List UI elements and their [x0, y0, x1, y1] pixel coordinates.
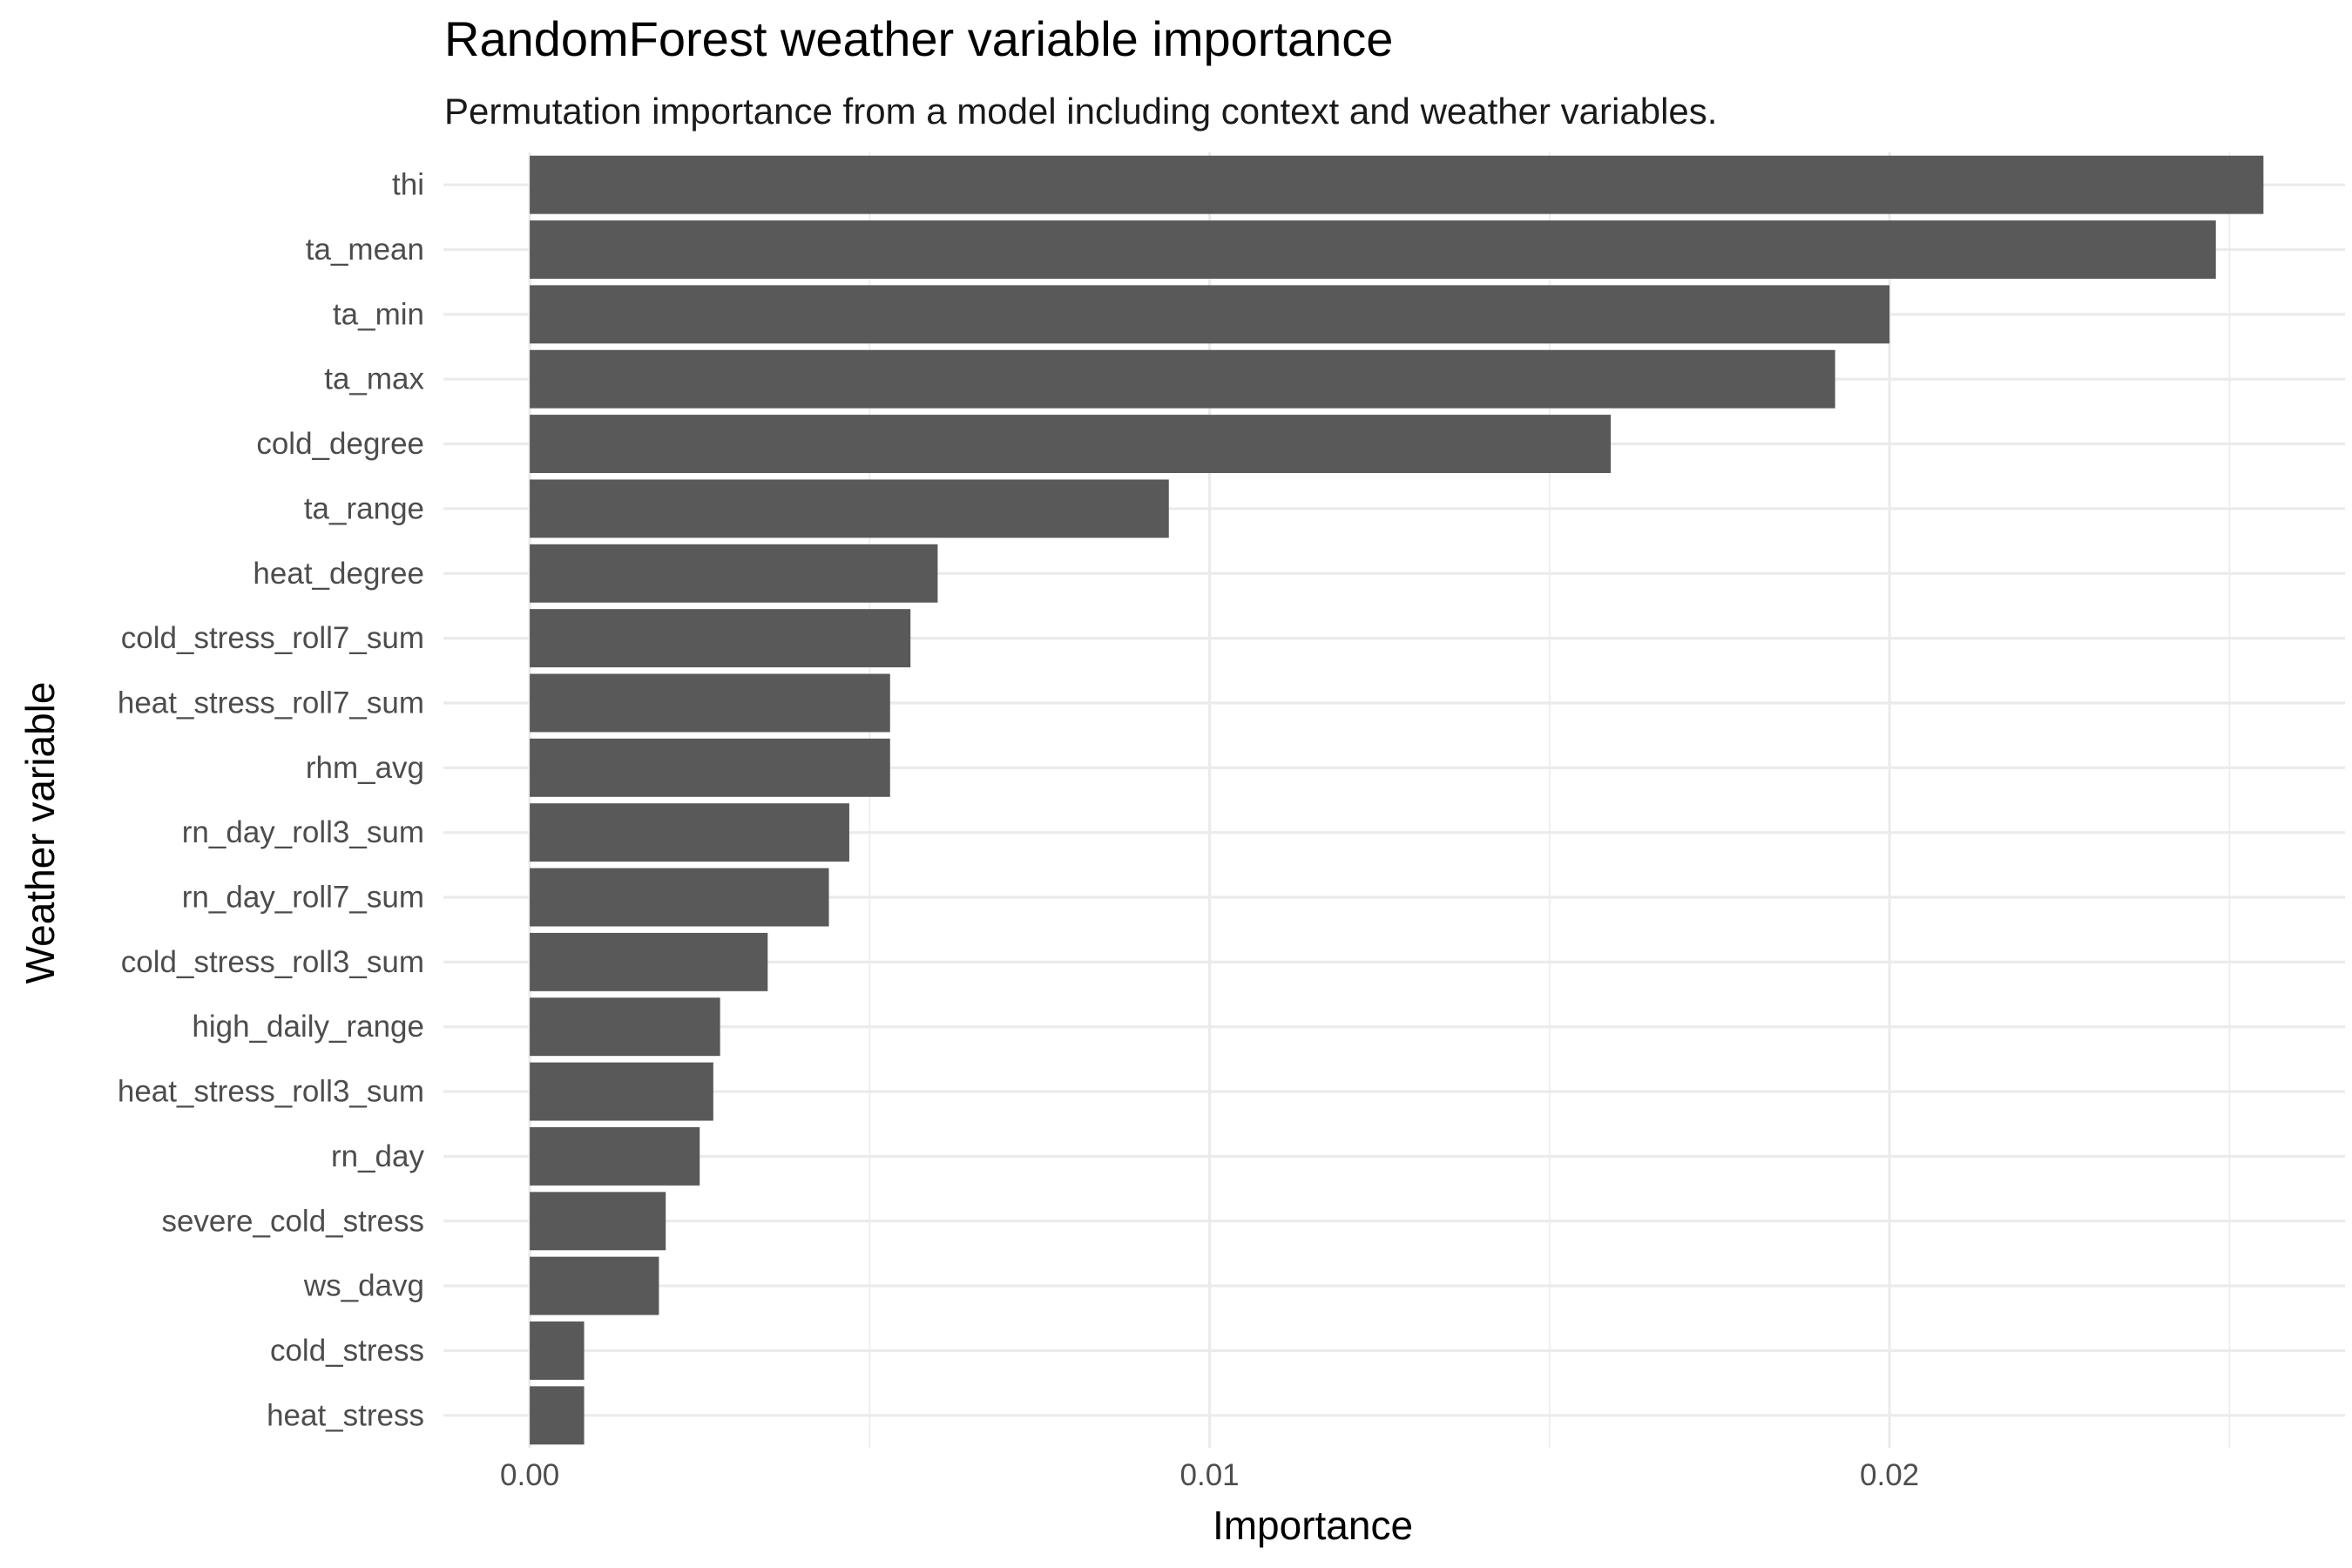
y-tick-label: ta_mean [306, 233, 424, 267]
bar-rn-day-roll3-sum [530, 803, 849, 862]
bar-ta-min [530, 285, 1890, 344]
y-tick-label: ta_range [304, 491, 424, 525]
x-tick-label: 0.02 [1860, 1458, 1919, 1492]
y-tick-label: rhm_avg [306, 751, 424, 785]
y-axis-title: Weather variable [17, 682, 63, 984]
y-tick-label: rn_day_roll7_sum [182, 881, 424, 915]
x-tick-label: 0.00 [500, 1458, 559, 1492]
y-tick-label: heat_degree [253, 557, 424, 591]
x-tick-label: 0.01 [1180, 1458, 1240, 1492]
y-tick-label: cold_degree [256, 427, 424, 461]
y-tick-label: rn_day_roll3_sum [182, 815, 424, 849]
bar-cold-degree [530, 415, 1612, 474]
y-tick-label: heat_stress_roll3_sum [118, 1075, 424, 1109]
bar-heat-stress-roll3-sum [530, 1062, 713, 1121]
grid-lines [443, 152, 2345, 1448]
y-tick-label: cold_stress_roll7_sum [121, 621, 424, 655]
bar-heat-stress-roll7-sum [530, 673, 890, 733]
bar-cold-stress [530, 1321, 585, 1380]
y-tick-label: cold_stress_roll3_sum [121, 945, 424, 979]
y-tick-label: heat_stress [267, 1398, 424, 1432]
y-tick-label: high_daily_range [192, 1010, 424, 1044]
bar-ws-davg [530, 1256, 659, 1315]
y-tick-label: thi [392, 168, 424, 202]
bars [530, 155, 2264, 1445]
x-axis-title: Importance [1213, 1503, 1413, 1548]
y-tick-label: ta_min [333, 297, 424, 331]
bar-ta-mean [530, 220, 2216, 279]
x-tick-labels: 0.00 0.01 0.02 [500, 1458, 1919, 1492]
bar-heat-degree [530, 544, 938, 603]
bar-severe-cold-stress [530, 1192, 666, 1251]
chart-subtitle: Permutation importance from a model incl… [444, 91, 1717, 132]
y-tick-labels: thi ta_mean ta_min ta_max cold_degree ta_rang… [118, 168, 425, 1433]
bar-high-daily-range [530, 997, 720, 1057]
chart-title: RandomForest weather variable importance [444, 11, 1393, 66]
bar-rhm-avg [530, 738, 890, 797]
bar-rn-day-roll7-sum [530, 868, 829, 927]
y-tick-label: rn_day [331, 1139, 425, 1173]
y-tick-label: severe_cold_stress [161, 1204, 424, 1238]
bar-rn-day [530, 1126, 700, 1186]
bar-ta-max [530, 349, 1835, 409]
y-tick-label: cold_stress [270, 1334, 424, 1368]
bar-ta-range [530, 479, 1169, 538]
bar-cold-stress-roll3-sum [530, 932, 768, 991]
y-tick-label: heat_stress_roll7_sum [118, 686, 424, 720]
y-tick-label: ta_max [324, 362, 424, 396]
bar-cold-stress-roll7-sum [530, 609, 911, 668]
y-tick-label: ws_davg [303, 1269, 424, 1303]
bar-heat-stress [530, 1386, 585, 1445]
bar-thi [530, 155, 2264, 214]
